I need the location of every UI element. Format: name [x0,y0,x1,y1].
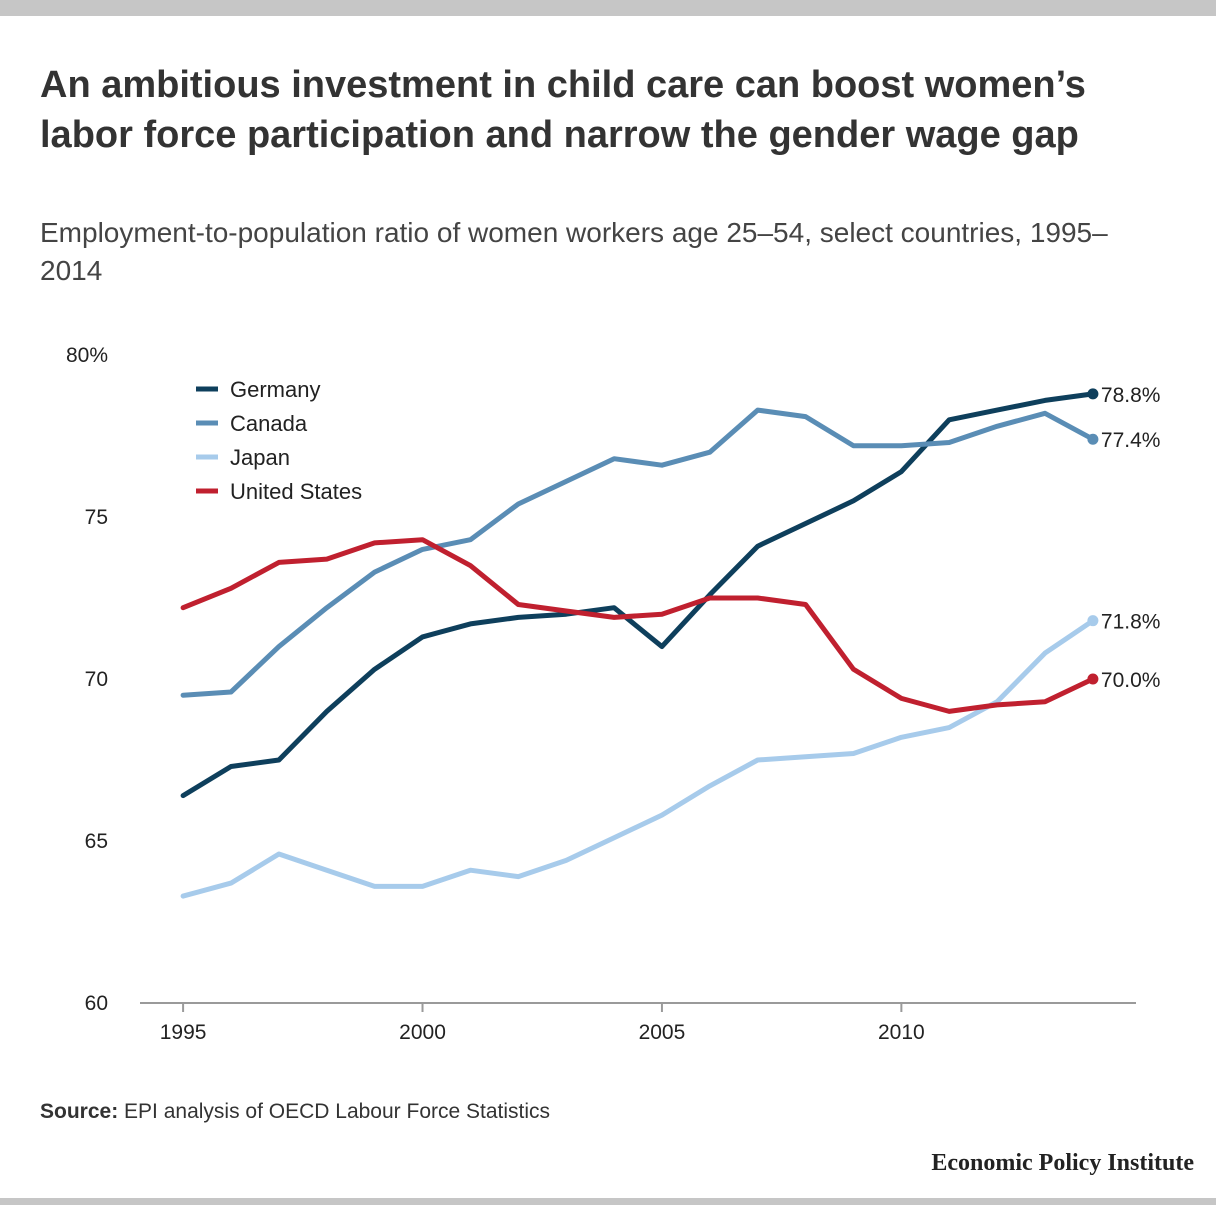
x-tick-label: 1995 [160,1021,207,1044]
y-tick-label: 70 [85,668,108,691]
legend-label-japan: Japan [230,445,290,470]
chart-subtitle: Employment-to-population ratio of women … [40,217,1108,286]
series-end-markers: 78.8% 77.4% 71.8% 70.0% [1087,384,1160,692]
end-point-united-states [1087,673,1099,685]
source-text: EPI analysis of OECD Labour Force Statis… [118,1100,551,1123]
legend-label-united-states: United States [230,479,362,504]
y-tick-label: 60 [85,992,108,1015]
y-axis-tick-labels: 60 65 70 75 80% [66,344,108,1015]
end-point-japan [1087,615,1099,627]
y-tick-label: 65 [85,830,108,853]
series-line-canada [180,407,1096,698]
series-lines [180,391,1096,899]
end-value-label-germany: 78.8% [1101,384,1161,407]
series-line-united-states [180,537,1096,714]
top-border-bar [0,0,1216,16]
end-value-label-canada: 77.4% [1101,429,1161,452]
end-point-germany [1087,388,1099,400]
source-label: Source: [40,1100,119,1123]
y-tick-label: 80% [66,344,108,367]
end-value-label-united-states: 70.0% [1101,669,1161,692]
x-tick-label: 2000 [399,1021,446,1044]
x-axis-ticks: 1995 2000 2005 2010 [160,1003,925,1044]
bottom-border-bar [0,1198,1216,1205]
legend-label-canada: Canada [230,411,308,436]
source-note: Source: EPI analysis of OECD Labour Forc… [40,1100,550,1124]
legend-label-germany: Germany [230,377,320,402]
legend: Germany Canada Japan United States [196,377,362,504]
end-value-label-japan: 71.8% [1101,611,1161,634]
x-tick-label: 2005 [639,1021,686,1044]
brand-logo-text: Economic Policy Institute [931,1150,1194,1176]
x-tick-label: 2010 [878,1021,925,1044]
y-tick-label: 75 [85,506,108,529]
series-line-germany [180,391,1096,799]
chart-title: An ambitious investment in child care ca… [40,64,1086,156]
series-line-japan [180,618,1096,899]
end-point-canada [1087,433,1099,445]
